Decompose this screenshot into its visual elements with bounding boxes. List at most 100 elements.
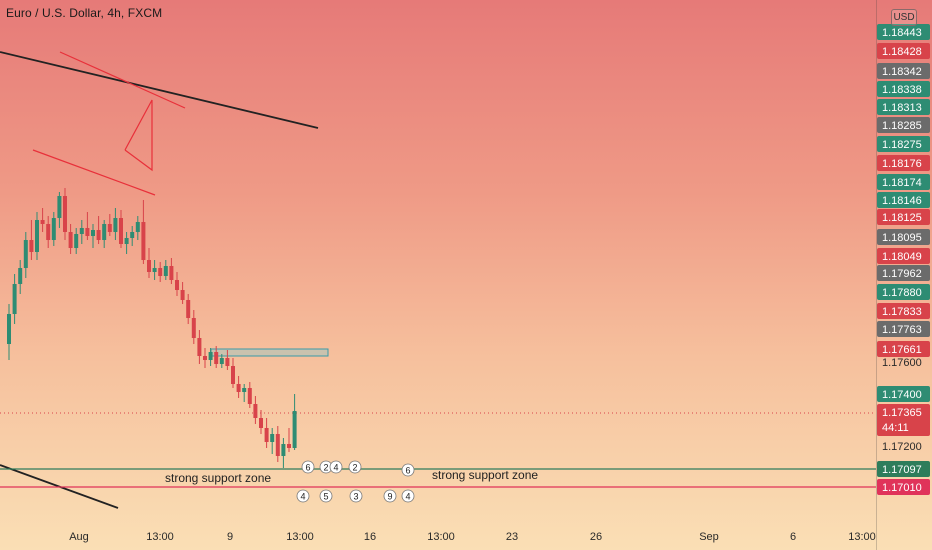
candle-body [191,318,196,338]
price-tag-value: 1.18174 [882,177,922,189]
price-tag: 1.17962 [877,265,930,281]
price-tag-value: 1.17097 [882,464,922,476]
x-axis-label: 13:00 [848,531,876,543]
candle-body [208,352,213,360]
chart-title: Euro / U.S. Dollar, 4h, FXCM [6,6,163,20]
candle-body [18,268,23,284]
candle-body [287,444,291,448]
candle-body [91,230,95,236]
price-tag: 1.17097 [877,461,930,477]
candle-body [102,224,107,240]
price-tag-value: 1.18313 [882,102,922,114]
candle-body [96,230,101,240]
price-tag-value: 1.17400 [882,389,922,401]
price-tag-value: 1.18049 [882,251,922,263]
event-badge-count: 4 [333,463,338,473]
x-axis-label: 16 [364,531,376,543]
candle-body [275,434,280,456]
price-tag-bg [877,303,930,319]
price-tag-bg [877,24,930,40]
candle-body [40,220,45,224]
price-tag: 1.18174 [877,174,930,190]
price-tag-bg [877,99,930,115]
price-tag-value: 1.17365 [882,407,922,419]
candle-body [253,404,258,418]
price-tag-value: 1.17833 [882,306,922,318]
price-tag-value: 1.17962 [882,268,922,280]
price-tag-bg [877,321,930,337]
y-axis-label: 1.17600 [882,357,922,369]
candle-body [107,224,112,232]
candle-body [270,434,275,442]
candle-body [147,260,151,272]
price-tag: 1.18342 [877,63,930,79]
price-tag: 1.17833 [877,303,930,319]
price-tag-value: 1.17661 [882,344,922,356]
descending-trendline [0,51,319,129]
candle-body [63,196,67,232]
price-tag-value: 1.17880 [882,287,922,299]
price-tag-bg [877,192,930,208]
candle-body [292,411,297,448]
price-tag-bg [877,479,930,495]
price-tag-bg [877,284,930,300]
price-tag-value: 1.18285 [882,120,922,132]
price-tag-bg [877,117,930,133]
event-badge-circle [348,460,362,474]
candle-body [259,418,263,428]
candle-body [180,290,185,300]
price-tag: 1.17880 [877,284,930,300]
event-badge-count: 5 [323,492,328,502]
candle-body [264,428,269,442]
event-badge-circle [349,489,363,503]
x-axis-label: 6 [790,531,796,543]
candle-body [113,218,118,232]
price-tag-bg [877,63,930,79]
event-badge-icon: 4 [401,489,415,503]
candle-body [225,358,230,366]
event-badge-icon: 4 [296,489,310,503]
candle-body [197,338,202,356]
candle-body [12,284,17,314]
candle-body [51,218,56,240]
candle-body [214,352,219,364]
price-tag-bg [877,43,930,59]
candle-body [152,268,157,272]
price-tag-bg [877,461,930,477]
event-badge-icon: 3 [349,489,363,503]
candle-body [163,266,168,276]
price-tag: 1.18095 [877,229,930,245]
price-tag-value: 1.17763 [882,324,922,336]
event-badge-circle [401,463,415,477]
candle-body [242,388,247,392]
candle-body [203,356,207,360]
price-tag: 1.17365 44:11 [877,404,930,436]
price-tag: 1.18176 [877,155,930,171]
price-tag-value: 1.18338 [882,84,922,96]
event-badge-count: 9 [387,492,392,502]
currency-badge[interactable]: USD [891,9,917,26]
event-badge-count: 4 [300,492,305,502]
price-countdown: 44:11 [882,422,909,434]
event-badge-icon: 6 [301,460,315,474]
price-tag-bg [877,265,930,281]
price-tag: 1.17010 [877,479,930,495]
price-tag-bg [877,155,930,171]
supply-zone-box [210,348,329,357]
event-badge-icon: 2 [348,460,362,474]
price-tag-bg [877,248,930,264]
candle-body [57,196,62,218]
price-tag-value: 1.18095 [882,232,922,244]
price-tag-bg [877,136,930,152]
candle-body [79,228,84,234]
price-tag-bg [877,341,930,357]
x-axis-label: 13:00 [427,531,455,543]
candle-body [186,300,191,318]
price-tag: 1.18428 [877,43,930,59]
price-tag-bg [877,209,930,225]
event-badge-count: 2 [352,463,357,473]
candle-body [23,240,28,268]
price-tag: 1.18275 [877,136,930,152]
